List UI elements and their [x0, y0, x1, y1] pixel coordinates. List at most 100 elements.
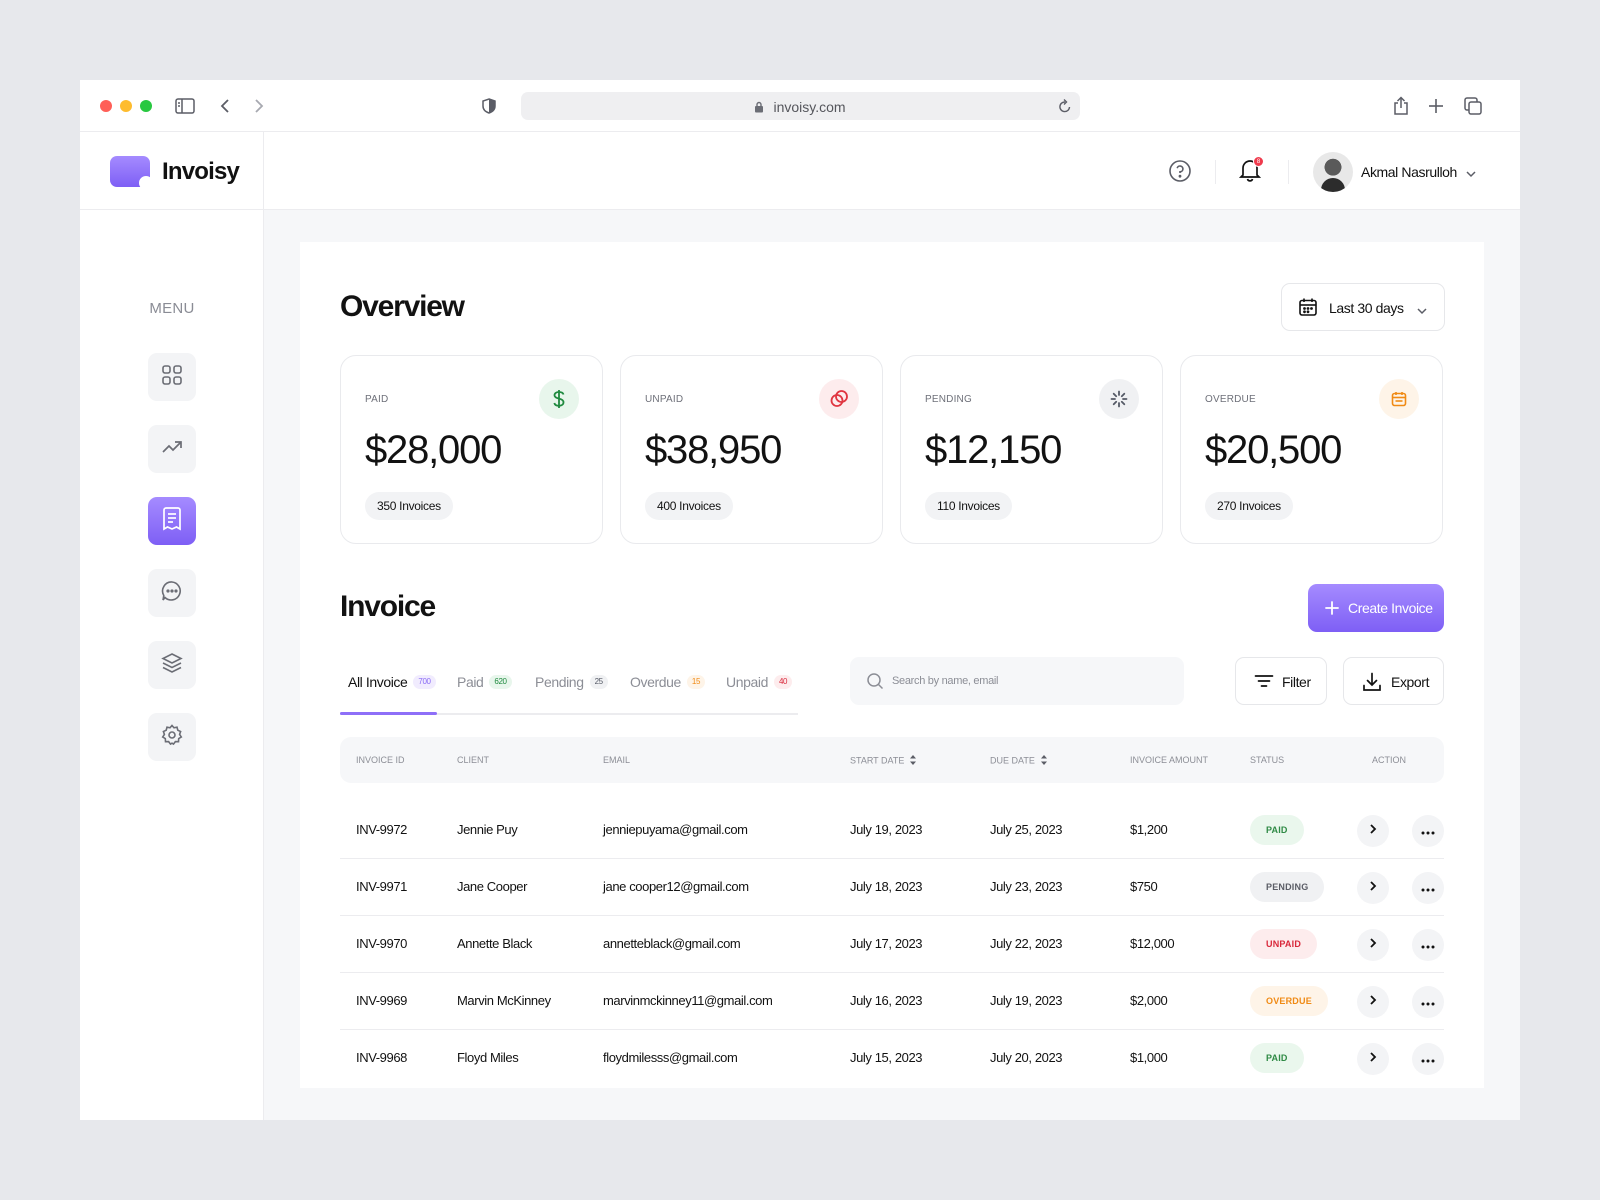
calendar-icon — [1298, 297, 1318, 322]
row-more-button[interactable] — [1412, 1043, 1444, 1075]
plus-icon — [1324, 600, 1340, 621]
column-header-start-date[interactable]: START DATE — [850, 755, 917, 767]
export-button[interactable]: Export — [1343, 657, 1444, 705]
browser-toolbar: invoisy.com — [80, 80, 1520, 132]
row-more-button[interactable] — [1412, 986, 1444, 1018]
stat-card-unpaid: UNPAID $38,950 400 Invoices — [620, 355, 883, 544]
tab-unpaid[interactable]: Unpaid 40 — [726, 672, 793, 692]
sidebar-toggle-icon[interactable] — [172, 93, 198, 119]
new-tab-plus-icon[interactable] — [1423, 93, 1449, 119]
due-date: July 23, 2023 — [990, 879, 1063, 894]
maximize-window-button[interactable] — [140, 100, 152, 112]
share-icon[interactable] — [1388, 93, 1414, 119]
reload-icon[interactable] — [1058, 98, 1072, 119]
filter-button[interactable]: Filter — [1235, 657, 1327, 705]
page-title: Overview — [340, 290, 465, 323]
app-header: Invoisy 8 Akmal Nasrulloh — [80, 132, 1520, 210]
column-header: CLIENT — [457, 755, 490, 765]
row-more-button[interactable] — [1412, 929, 1444, 961]
column-header: INVOICE ID — [356, 755, 405, 765]
row-open-button[interactable] — [1357, 986, 1389, 1018]
start-date: July 19, 2023 — [850, 822, 923, 837]
table-row[interactable]: INV-9971 Jane Cooper jane cooper12@gmail… — [340, 859, 1444, 916]
more-dots-icon — [1421, 993, 1435, 1011]
chevron-down-icon — [1416, 302, 1428, 320]
client-email: floydmilesss@gmail.com — [603, 1050, 738, 1065]
address-bar[interactable]: invoisy.com — [521, 92, 1080, 120]
stat-value: $38,950 — [645, 428, 782, 472]
status-badge: UNPAID — [1250, 929, 1318, 959]
stat-card-pending: PENDING $12,150 110 Invoices — [900, 355, 1163, 544]
stat-card-paid: PAID $28,000 350 Invoices — [340, 355, 603, 544]
table-row[interactable]: INV-9970 Annette Black annetteblack@gmai… — [340, 916, 1444, 973]
user-name[interactable]: Akmal Nasrulloh — [1361, 164, 1457, 180]
tab-paid[interactable]: Paid 620 — [457, 672, 512, 692]
chevron-down-icon[interactable] — [1465, 165, 1477, 183]
close-window-button[interactable] — [100, 100, 112, 112]
sort-icon — [910, 755, 917, 767]
due-date: July 25, 2023 — [990, 822, 1063, 837]
column-header: INVOICE AMOUNT — [1130, 755, 1209, 765]
table-row[interactable]: INV-9969 Marvin McKinney marvinmckinney1… — [340, 973, 1444, 1030]
client-name: Marvin McKinney — [457, 993, 551, 1008]
row-open-button[interactable] — [1357, 929, 1389, 961]
export-label: Export — [1391, 674, 1430, 690]
gear-icon — [161, 723, 183, 751]
table-row[interactable]: INV-9968 Floyd Miles floydmilesss@gmail.… — [340, 1030, 1444, 1087]
help-icon[interactable] — [1168, 159, 1192, 188]
invoice-amount: $750 — [1130, 879, 1158, 894]
header-divider — [1288, 160, 1289, 184]
sidebar-item-layers[interactable] — [148, 641, 196, 689]
back-arrow-icon[interactable] — [212, 93, 238, 119]
row-open-button[interactable] — [1357, 1043, 1389, 1075]
active-tab-indicator — [340, 712, 437, 715]
tabs-overview-icon[interactable] — [1460, 93, 1486, 119]
client-name: Floyd Miles — [457, 1050, 519, 1065]
date-range-dropdown[interactable]: Last 30 days — [1281, 283, 1445, 331]
calendar-icon — [1379, 379, 1419, 419]
create-invoice-button[interactable]: Create Invoice — [1308, 584, 1444, 632]
client-name: Jennie Puy — [457, 822, 518, 837]
avatar[interactable] — [1313, 152, 1353, 192]
tab-label: Pending — [535, 674, 584, 690]
invoice-amount: $2,000 — [1130, 993, 1168, 1008]
column-header: STATUS — [1250, 755, 1285, 765]
due-date: July 20, 2023 — [990, 1050, 1063, 1065]
receipt-icon — [161, 506, 183, 536]
sidebar-item-analytics[interactable] — [148, 425, 196, 473]
table-row[interactable]: INV-9972 Jennie Puy jenniepuyama@gmail.c… — [340, 802, 1444, 859]
row-open-button[interactable] — [1357, 872, 1389, 904]
more-dots-icon — [1421, 879, 1435, 897]
row-more-button[interactable] — [1412, 815, 1444, 847]
logo[interactable]: Invoisy — [80, 132, 264, 210]
sort-icon — [1040, 755, 1047, 767]
stat-value: $12,150 — [925, 428, 1062, 472]
chevron-right-icon — [1369, 993, 1377, 1011]
minimize-window-button[interactable] — [120, 100, 132, 112]
tab-pending[interactable]: Pending 25 — [535, 672, 608, 692]
tab-count: 25 — [589, 675, 608, 689]
tab-overdue[interactable]: Overdue 15 — [630, 672, 706, 692]
forward-arrow-icon[interactable] — [246, 93, 272, 119]
sidebar-item-invoice[interactable] — [148, 497, 196, 545]
sidebar: MENU — [80, 210, 264, 1120]
column-header-due-date[interactable]: DUE DATE — [990, 755, 1047, 767]
tab-count: 700 — [413, 675, 436, 689]
shield-icon[interactable] — [476, 93, 502, 119]
row-open-button[interactable] — [1357, 815, 1389, 847]
status-badge: PENDING — [1250, 872, 1325, 902]
invoice-amount: $1,200 — [1130, 822, 1168, 837]
status-badge: PAID — [1250, 815, 1304, 845]
sidebar-item-messages[interactable] — [148, 569, 196, 617]
sidebar-item-settings[interactable] — [148, 713, 196, 761]
search-input[interactable] — [892, 671, 1162, 691]
tab-all-invoice[interactable]: All Invoice 700 — [348, 672, 436, 692]
row-more-button[interactable] — [1412, 872, 1444, 904]
sidebar-item-dashboard[interactable] — [148, 353, 196, 401]
more-dots-icon — [1421, 822, 1435, 840]
client-email: annetteblack@gmail.com — [603, 936, 741, 951]
stat-label: PENDING — [925, 394, 972, 405]
column-header-label: DUE DATE — [990, 755, 1035, 766]
stat-invoice-count: 270 Invoices — [1205, 492, 1293, 520]
search-box[interactable] — [850, 657, 1184, 705]
